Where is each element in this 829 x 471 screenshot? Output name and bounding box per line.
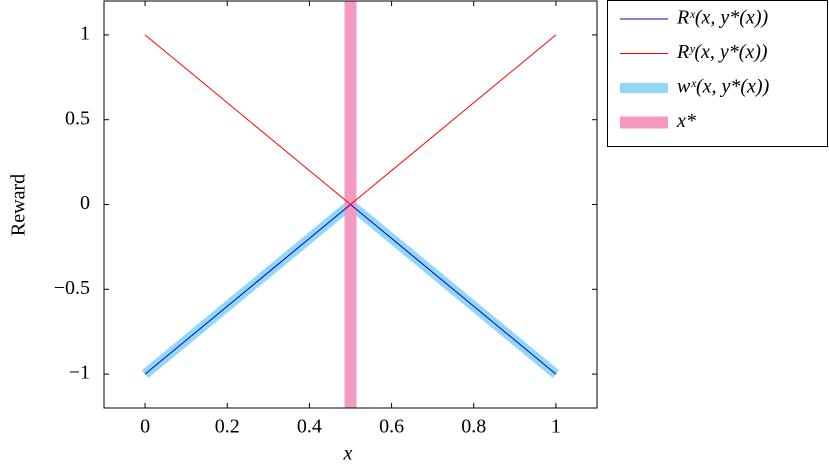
y-axis-label: Reward (8, 174, 30, 236)
x-tick-label: 0 (140, 416, 150, 438)
x-tick-label: 0.8 (461, 416, 486, 438)
series-line (144, 34, 557, 206)
x-tick-label: 0.6 (379, 416, 404, 438)
legend-label: x* (676, 110, 696, 132)
x-tick-label: 0.4 (297, 416, 322, 438)
y-tick-label: 1 (80, 23, 90, 45)
y-tick-label: −1 (69, 362, 90, 384)
y-tick-label: 0 (80, 192, 90, 214)
legend-label: Rʸ(x, y*(x)) (676, 41, 768, 63)
legend-label: wˣ(x, y*(x)) (677, 76, 770, 98)
x-axis-label: x (343, 443, 353, 465)
x-tick-label: 1 (551, 416, 561, 438)
y-tick-label: 0.5 (65, 107, 90, 129)
x-tick-label: 0.2 (215, 416, 240, 438)
legend-label: Rˣ(x, y*(x)) (676, 7, 768, 29)
y-tick-label: −0.5 (54, 277, 90, 299)
